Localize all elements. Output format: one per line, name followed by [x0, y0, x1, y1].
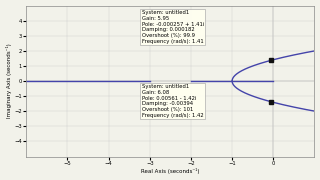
Text: System: untitled1
Gain: 6.08
Pole: 0.00561 - 1.42i
Damping: -0.00394
Overshoot (: System: untitled1 Gain: 6.08 Pole: 0.005…	[141, 84, 203, 118]
Y-axis label: Imaginary Axis (seconds⁻¹): Imaginary Axis (seconds⁻¹)	[5, 44, 12, 118]
Text: System: untitled1
Gain: 5.95
Pole: -0.000257 + 1.41i
Damping: 0.000182
Overshoot: System: untitled1 Gain: 5.95 Pole: -0.00…	[141, 10, 204, 44]
X-axis label: Real Axis (seconds⁻¹): Real Axis (seconds⁻¹)	[141, 168, 200, 174]
